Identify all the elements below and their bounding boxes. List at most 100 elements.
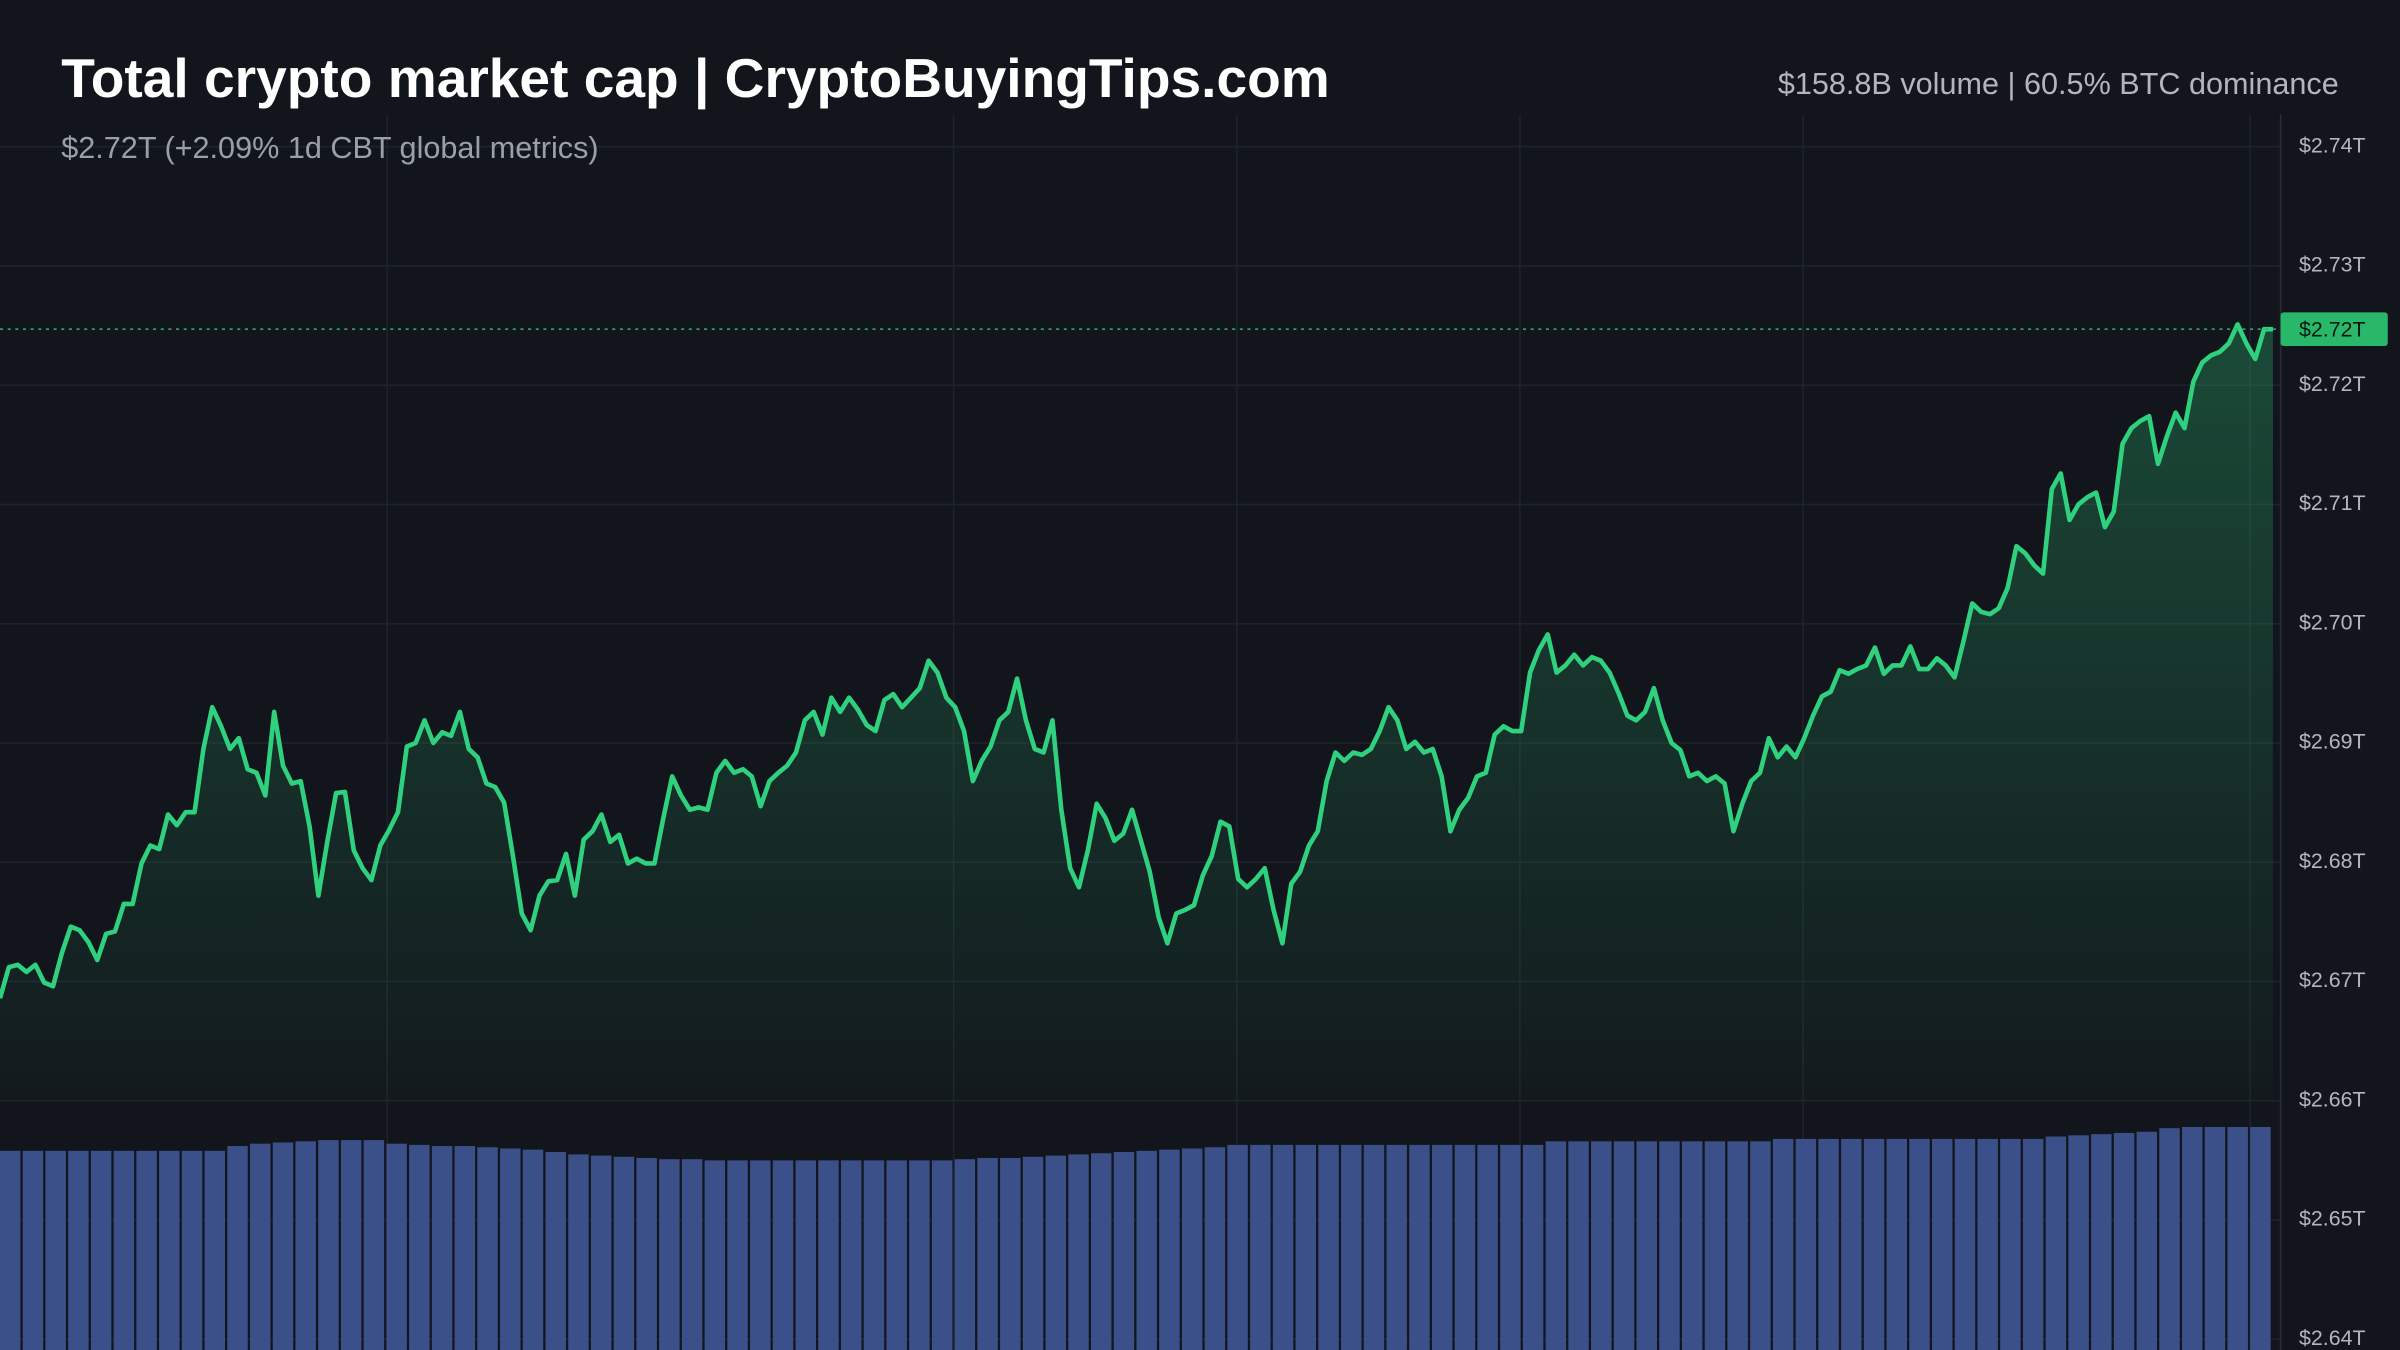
volume-bar — [1068, 1154, 1089, 1350]
volume-bar — [1954, 1138, 1976, 1350]
y-tick-label: $2.73T — [2299, 253, 2366, 277]
volume-bar — [704, 1160, 726, 1350]
volume-bar — [1750, 1141, 1771, 1350]
annotation: $158.8B volume | 60.5% BTC dominance — [1778, 67, 2339, 101]
volume-bar — [636, 1157, 657, 1350]
y-tick-label: $2.68T — [2299, 849, 2366, 873]
volume-bar — [1863, 1138, 1885, 1350]
volume-bar — [863, 1160, 885, 1350]
volume-bar — [22, 1150, 44, 1350]
volume-bar — [1409, 1144, 1430, 1350]
volume-bar — [545, 1152, 566, 1350]
volume-bar — [1477, 1144, 1498, 1350]
volume-bar — [272, 1142, 294, 1350]
volume-bar — [1727, 1141, 1748, 1350]
volume-bar — [1909, 1138, 1930, 1350]
volume-bar — [568, 1154, 589, 1350]
volume-bar — [795, 1160, 816, 1350]
volume-bar — [772, 1160, 794, 1350]
volume-bar — [1204, 1147, 1226, 1350]
volume-bar — [45, 1150, 66, 1350]
volume-bar — [750, 1160, 771, 1350]
volume-bar — [454, 1146, 476, 1350]
volume-bar — [386, 1143, 407, 1350]
volume-bar — [681, 1159, 703, 1350]
volume-bar — [227, 1146, 248, 1350]
volume-bar — [1772, 1138, 1794, 1350]
price-area — [0, 324, 2273, 1101]
volume-bar — [90, 1150, 112, 1350]
volume-bar — [1886, 1138, 1907, 1350]
volume-bar — [0, 1150, 21, 1350]
volume-bar — [909, 1160, 930, 1350]
y-tick-label: $2.64T — [2299, 1326, 2366, 1350]
volume-bar — [1522, 1144, 1544, 1350]
volume-bar — [1704, 1141, 1726, 1350]
volume-bar — [113, 1150, 135, 1350]
volume-bar — [2204, 1126, 2226, 1350]
volume-bar — [2045, 1136, 2067, 1350]
y-tick-label: $2.74T — [2299, 133, 2366, 157]
y-tick-label: $2.69T — [2299, 730, 2366, 754]
volume-bar — [1591, 1141, 1612, 1350]
volume-bar — [1159, 1149, 1180, 1350]
volume-bar — [2250, 1126, 2271, 1350]
volume-bar — [2159, 1128, 2180, 1350]
volume-bar — [1568, 1141, 1589, 1350]
volume-bar — [1500, 1144, 1521, 1350]
y-tick-label: $2.71T — [2299, 491, 2366, 515]
volume-bar — [727, 1160, 748, 1350]
volume-bar — [1181, 1148, 1203, 1350]
price-axis: $2.74T $2.73T $2.72T $2.71T $2.70T $2.69T $2.6… — [2280, 133, 2388, 1350]
volume-bar — [1363, 1144, 1385, 1350]
volume-bar — [931, 1160, 953, 1350]
volume-bar — [1341, 1144, 1362, 1350]
volume-bar — [409, 1144, 430, 1350]
volume-bar — [1227, 1144, 1248, 1350]
volume-bar — [477, 1147, 498, 1350]
volume-bar — [1272, 1144, 1294, 1350]
volume-bar — [954, 1159, 976, 1350]
volume-bar — [2113, 1132, 2135, 1350]
volume-bar — [2227, 1126, 2248, 1350]
volume-bar — [431, 1146, 453, 1350]
volume-bar — [1318, 1144, 1339, 1350]
volume-bar — [522, 1149, 544, 1350]
volume-bar — [318, 1140, 339, 1350]
chart-subtitle: $2.72T (+2.09% 1d CBT global metrics) — [61, 131, 598, 165]
volume-bar — [613, 1156, 635, 1350]
volume-bar — [1841, 1138, 1862, 1350]
volume-bars — [0, 1126, 2271, 1350]
volume-bar — [1136, 1150, 1157, 1350]
volume-bar — [659, 1159, 680, 1350]
volume-bar — [250, 1143, 271, 1350]
last-price-label: $2.72T — [2299, 317, 2366, 341]
volume-bar — [2182, 1126, 2203, 1350]
volume-bar — [340, 1140, 362, 1350]
y-tick-label: $2.66T — [2299, 1087, 2366, 1111]
volume-bar — [2068, 1135, 2089, 1350]
price-line — [0, 322, 2273, 999]
volume-bar — [181, 1150, 203, 1350]
volume-bar — [1386, 1144, 1407, 1350]
volume-bar — [886, 1160, 907, 1350]
volume-bar — [1659, 1141, 1680, 1350]
volume-bar — [1250, 1144, 1271, 1350]
volume-bar — [68, 1150, 89, 1350]
volume-bar — [204, 1150, 225, 1350]
last-price-box — [2280, 312, 2388, 346]
volume-bar — [1795, 1138, 1817, 1350]
volume-bar — [1091, 1153, 1112, 1350]
volume-bar — [1977, 1138, 1998, 1350]
y-tick-label: $2.72T — [2299, 372, 2366, 396]
chart-title: Total crypto market cap | CryptoBuyingTi… — [61, 47, 1330, 110]
volume-bar — [818, 1160, 839, 1350]
volume-bar — [2000, 1138, 2021, 1350]
volume-bar — [2022, 1138, 2044, 1350]
volume-bar — [295, 1141, 316, 1350]
volume-bar — [136, 1150, 157, 1350]
volume-bar — [159, 1150, 180, 1350]
volume-bar — [2091, 1134, 2112, 1350]
